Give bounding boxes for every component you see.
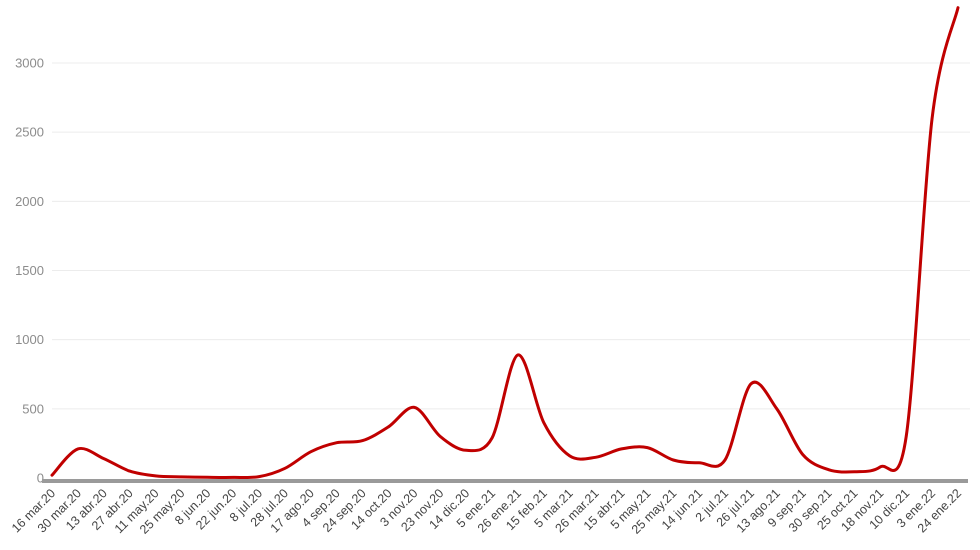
data-point — [361, 439, 364, 442]
data-point — [180, 475, 183, 479]
data-point — [930, 117, 934, 120]
data-point — [723, 458, 727, 462]
data-point — [568, 454, 571, 458]
data-point — [206, 476, 209, 479]
data-point — [413, 406, 416, 409]
data-point — [50, 474, 54, 477]
data-point — [465, 449, 468, 452]
data-point — [76, 447, 80, 451]
data-point — [154, 474, 157, 478]
series-line-layer — [50, 6, 960, 480]
data-point — [672, 458, 675, 462]
data-point — [283, 467, 287, 470]
data-point — [102, 457, 106, 460]
data-point — [827, 468, 830, 471]
data-point — [646, 446, 649, 449]
data-point — [749, 382, 753, 386]
data-point — [879, 465, 882, 469]
data-point — [775, 407, 778, 410]
data-point — [309, 450, 313, 453]
data-point — [956, 6, 960, 9]
data-point — [516, 353, 520, 357]
data-point — [439, 435, 442, 438]
gridlines — [52, 62, 970, 410]
y-tick-label: 1500 — [15, 263, 44, 278]
data-point — [542, 421, 545, 424]
y-tick-label: 500 — [22, 401, 44, 416]
data-point — [128, 469, 131, 473]
y-tick-label: 2500 — [15, 125, 44, 140]
y-tick-label: 3000 — [15, 56, 44, 71]
data-point — [257, 475, 261, 478]
data-point — [697, 461, 701, 464]
y-tick-label: 0 — [37, 471, 44, 486]
y-tick-label: 1000 — [15, 332, 44, 347]
data-point — [387, 425, 390, 428]
data-point — [490, 436, 494, 440]
data-point — [801, 453, 804, 456]
data-point — [335, 441, 338, 444]
series-line — [50, 6, 960, 480]
data-point — [905, 435, 908, 438]
data-point — [853, 470, 856, 473]
data-point — [232, 476, 235, 479]
data-point — [594, 456, 597, 459]
y-axis-ticks: 0 500 1000 1500 2000 2500 3000 — [15, 56, 44, 486]
data-point — [620, 447, 623, 451]
y-tick-label: 2000 — [15, 194, 44, 209]
